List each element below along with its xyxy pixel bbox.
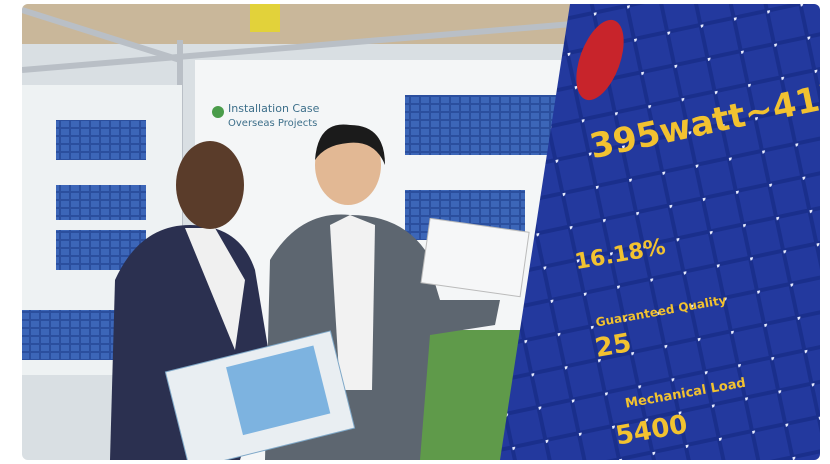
sign: [250, 4, 280, 32]
solar-panel: [500, 4, 820, 460]
ceiling: [22, 4, 622, 44]
banner-photos: [56, 120, 146, 160]
backdrop-title: Installation Case: [228, 102, 320, 115]
floor-panels: [22, 310, 122, 360]
banner-photos: [56, 185, 146, 220]
scene: Installation Case Overseas Projects 395w…: [22, 4, 820, 460]
panel-badge: [576, 19, 624, 101]
logo: [212, 106, 224, 118]
banner-photos: [405, 95, 575, 155]
warranty-years: 25: [593, 328, 634, 364]
visitor: [110, 141, 356, 460]
backdrop-subtitle: Overseas Projects: [228, 118, 317, 129]
